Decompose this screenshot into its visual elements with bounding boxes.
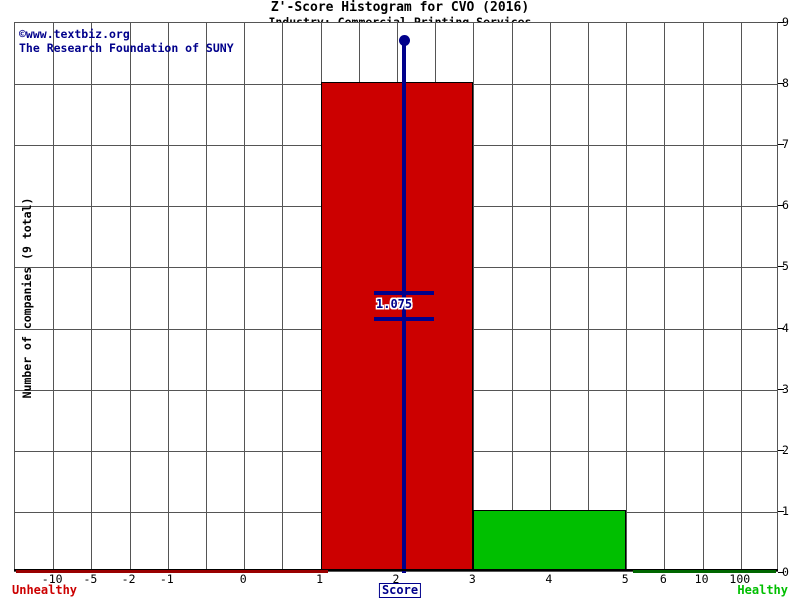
y-axis-tick-mark (778, 205, 784, 207)
y-axis-tick-label: 5 (782, 259, 789, 274)
axis-label-unhealthy: Unhealthy (12, 583, 78, 597)
y-axis-tick-label: 4 (782, 320, 789, 335)
x-axis-tick-label: 4 (545, 572, 553, 586)
vertical-gridline (740, 23, 742, 571)
y-axis-tick-mark (778, 83, 784, 85)
vertical-gridline (549, 23, 551, 571)
y-axis-tick-label: 2 (782, 442, 789, 457)
watermark-line-2: The Research Foundation of SUNY (19, 41, 234, 55)
x-axis-label-score: Score (378, 583, 422, 598)
histogram-bar (473, 509, 627, 571)
y-axis-tick-mark (778, 510, 784, 512)
vertical-gridline (129, 23, 131, 571)
axis-label-healthy: Healthy (737, 583, 788, 597)
y-axis-tick-label: 1 (782, 503, 789, 518)
vertical-gridline (91, 23, 93, 571)
vertical-gridline (206, 23, 207, 571)
y-axis-tick-mark (778, 388, 784, 390)
x-axis-tick-label: 3 (468, 572, 476, 586)
x-axis-baseline (14, 569, 778, 571)
watermark-line-1: ©www.textbiz.org (19, 27, 130, 41)
vertical-gridline (702, 23, 704, 571)
y-axis-tick-label: 6 (782, 198, 789, 213)
x-axis-unhealthy-segment (16, 570, 328, 573)
x-axis-healthy-segment (633, 570, 776, 573)
x-axis-tick-label: 5 (621, 572, 629, 586)
vertical-gridline (167, 23, 169, 571)
x-axis-tick-label: 0 (239, 572, 247, 586)
vertical-gridline (282, 23, 284, 571)
vertical-gridline (588, 23, 589, 571)
score-marker-value: 1.075 (376, 297, 413, 311)
x-axis-tick-label: -10 (41, 572, 63, 586)
y-axis-tick-mark (778, 266, 784, 268)
y-axis-tick-mark (778, 144, 784, 146)
y-axis-tick-label: 7 (782, 137, 789, 152)
vertical-gridline (511, 23, 513, 571)
score-marker-cap-bottom (374, 317, 434, 321)
x-axis-tick-label: 6 (659, 572, 667, 586)
x-axis-tick-label: 10 (694, 572, 709, 586)
vertical-gridline (626, 23, 628, 571)
y-axis-tick-mark (778, 22, 784, 23)
y-axis-tick-mark (778, 572, 784, 573)
score-marker-line (402, 41, 406, 573)
vertical-gridline (53, 23, 55, 571)
y-axis-tick-mark (778, 449, 784, 451)
x-axis-tick-label: -1 (159, 572, 174, 586)
y-axis-label: Number of companies (9 total) (20, 197, 34, 399)
x-axis-tick-label: 1 (316, 572, 324, 586)
plot-area: 1.075 ©www.textbiz.org The Research Foun… (14, 22, 778, 573)
x-axis-tick-label: -5 (83, 572, 98, 586)
x-axis-tick-label: 2 (392, 572, 400, 586)
x-axis-tick-label: 100 (729, 572, 751, 586)
vertical-gridline (244, 23, 246, 571)
score-marker-dot (398, 35, 410, 46)
y-axis-tick-label: 9 (782, 15, 789, 29)
vertical-gridline (664, 23, 666, 571)
score-marker-cap-top (374, 291, 434, 295)
page-title: Z'-Score Histogram for CVO (2016) (270, 0, 530, 15)
y-axis-tick-label: 3 (782, 381, 789, 396)
vertical-gridline (473, 23, 475, 571)
x-axis-tick-label: -2 (121, 572, 136, 586)
y-axis-tick-label: 8 (782, 76, 789, 91)
histogram-bar (320, 82, 474, 571)
y-axis-tick-mark (778, 327, 784, 329)
y-axis-tick-label: 0 (782, 565, 789, 579)
